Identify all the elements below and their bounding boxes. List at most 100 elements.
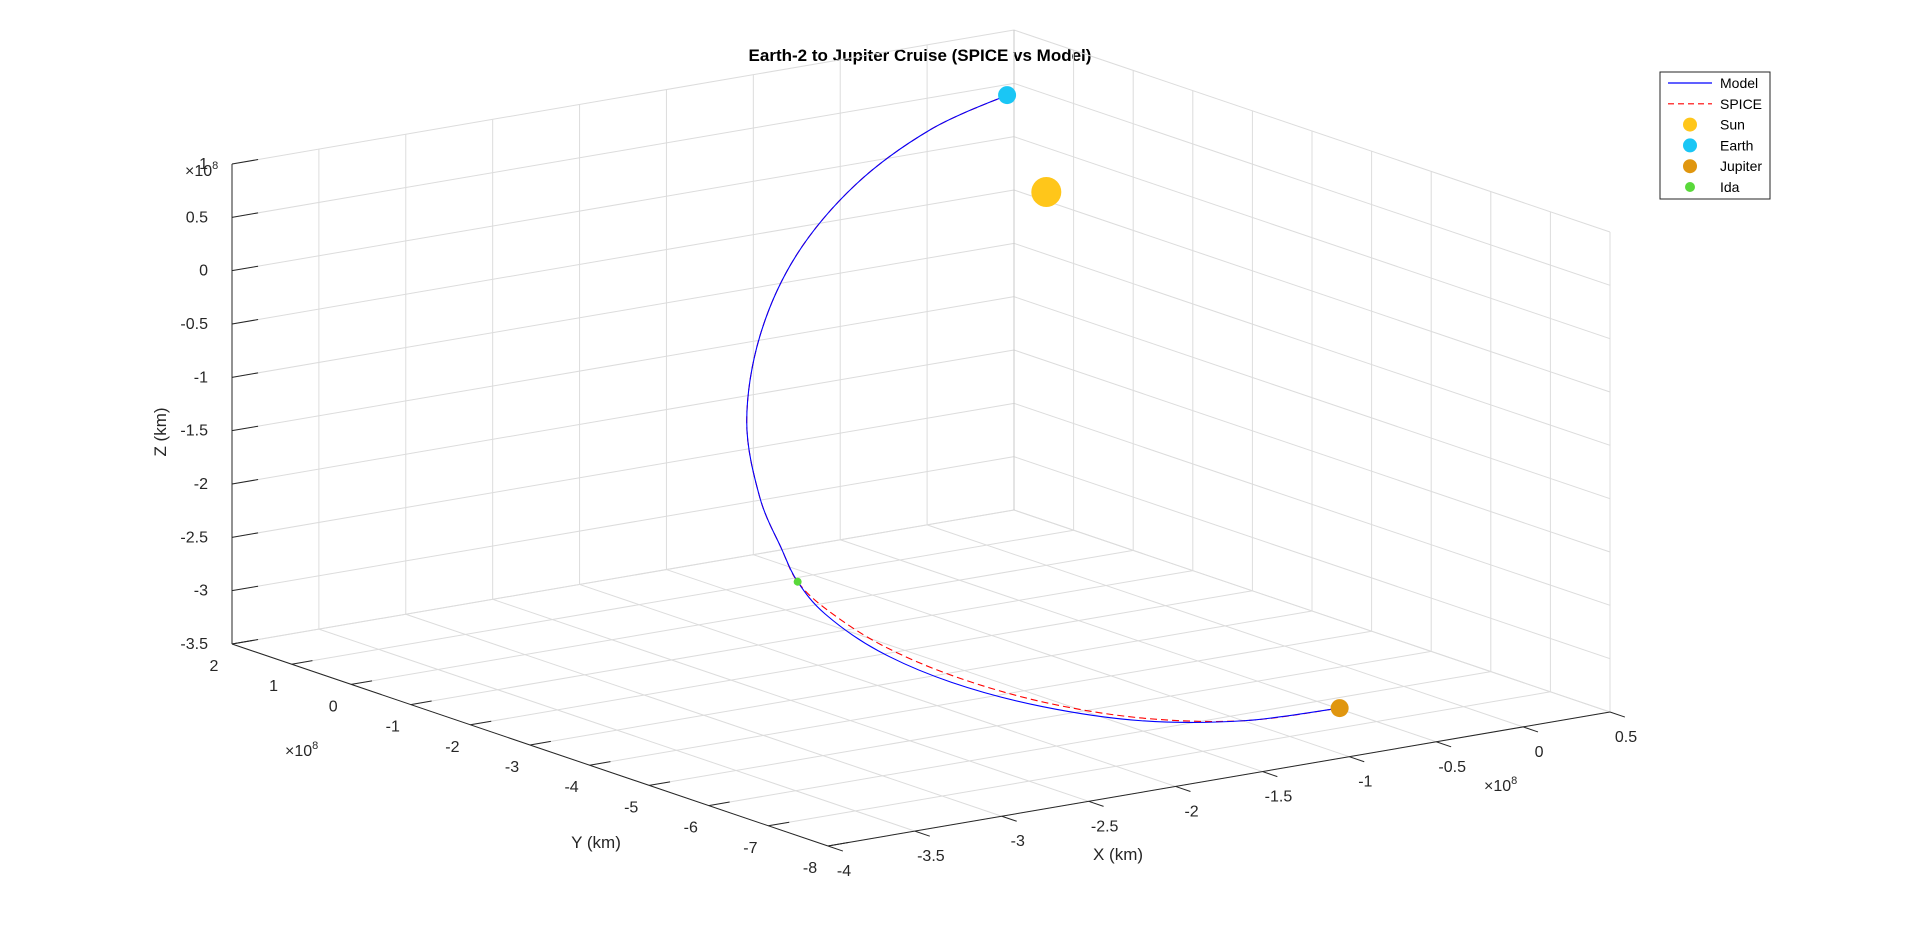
side-wall-grid-line-z — [1013, 29, 1611, 233]
series-layer — [746, 94, 1340, 723]
z-tick-mark — [231, 479, 259, 485]
legend[interactable]: Model SPICE Sun Earth Jupiter Ida — [1659, 71, 1771, 200]
back-wall-grid-line-z — [231, 456, 1015, 592]
legend-label: Jupiter — [1720, 158, 1762, 174]
y-tick-mark — [768, 821, 790, 827]
side-wall-grid-line-z — [1013, 242, 1611, 446]
back-wall-grid-line-z — [231, 136, 1015, 272]
z-tick-label: 0.5 — [186, 209, 208, 226]
x-tick-label: 0.5 — [1615, 729, 1637, 746]
legend-label: Earth — [1720, 137, 1753, 153]
x-tick-label: -0.5 — [1438, 759, 1466, 776]
y-exponent-label: ×108 — [285, 740, 318, 760]
z-tick-label: -1 — [194, 369, 208, 386]
back-wall-grid-line-z — [231, 29, 1015, 165]
y-axis-label: Y (km) — [571, 833, 621, 852]
side-wall-grid-line-z — [1013, 509, 1611, 713]
z-tick-label: -3.5 — [180, 636, 208, 653]
floor-grid-line-y — [649, 650, 1432, 786]
side-wall-grid-line-z — [1013, 456, 1611, 660]
z-axis-label: Z (km) — [151, 407, 170, 456]
z-tick-label: -0.5 — [180, 316, 208, 333]
legend-item-ida[interactable]: Ida — [1685, 179, 1740, 195]
legend-item-jupiter[interactable]: Jupiter — [1683, 158, 1762, 174]
x-tick-mark — [827, 845, 844, 852]
x-tick-mark — [1349, 756, 1365, 763]
z-tick-mark — [231, 425, 259, 432]
chart-title: Earth-2 to Jupiter Cruise (SPICE vs Mode… — [749, 46, 1092, 65]
x-tick-label: -1.5 — [1265, 789, 1293, 806]
z-tick-label: -1.5 — [180, 423, 208, 440]
z-tick-mark — [231, 319, 259, 325]
y-tick-label: -3 — [505, 759, 519, 776]
legend-swatch-ida — [1685, 182, 1695, 192]
floor-grid-line-y — [351, 549, 1134, 685]
bodies-layer — [793, 86, 1349, 718]
y-tick-label: -1 — [386, 719, 400, 736]
back-wall-grid-line-z — [231, 509, 1015, 645]
y-tick-mark — [470, 720, 492, 726]
z-tick-mark — [231, 639, 259, 645]
x-tick-mark — [1175, 785, 1191, 792]
x-tick-mark — [1436, 741, 1452, 748]
legend-box — [1659, 71, 1771, 200]
legend-item-sun[interactable]: Sun — [1683, 117, 1745, 133]
legend-swatch-earth — [1683, 138, 1697, 153]
z-tick-label: 0 — [199, 263, 208, 280]
floor-grid-line-y — [529, 610, 1313, 746]
x-tick-label: -3 — [1011, 833, 1025, 850]
floor-grid-line-y — [589, 630, 1372, 766]
side-wall-grid-line-z — [1013, 402, 1611, 606]
floor-grid-line-y — [291, 529, 1074, 665]
z-tick-mark — [231, 265, 259, 272]
back-wall-grid-line-z — [231, 402, 1015, 538]
back-wall-grid-line-z — [231, 242, 1015, 378]
x-tick-label: -2.5 — [1091, 818, 1119, 835]
y-tick-mark — [649, 781, 671, 786]
legend-item-earth[interactable]: Earth — [1683, 137, 1753, 153]
grid-layer — [231, 29, 1611, 847]
floor-grid-line-y — [470, 590, 1253, 726]
z-tick-label: -2.5 — [180, 529, 208, 546]
x-tick-mark — [1522, 726, 1539, 733]
marker-earth — [998, 86, 1017, 105]
legend-items: Model SPICE Sun Earth Jupiter Ida — [1668, 75, 1762, 195]
z-tick-label: -3 — [194, 583, 208, 600]
z-tick-mark — [231, 212, 259, 218]
axes-layer: -4 -3.5 -3 -2.5 -2 -1.5 -1 -0.5 0 0.5 -8 -7 -6 -5 -4 -3… — [180, 156, 1637, 880]
y-tick-mark — [351, 680, 373, 685]
x-tick-mark — [1262, 771, 1278, 778]
y-tick-label: 2 — [210, 658, 219, 675]
y-tick-label: -7 — [743, 840, 757, 857]
x-tick-label: -4 — [837, 863, 851, 880]
x-tick-label: -3.5 — [917, 848, 945, 865]
x-tick-label: 0 — [1535, 744, 1544, 761]
z-tick-mark — [231, 532, 259, 538]
marker-ida — [793, 577, 802, 586]
marker-sun — [1031, 176, 1062, 207]
x-tick-label: -1 — [1358, 774, 1372, 791]
z-tick-mark — [231, 159, 259, 165]
z-exponent-label: ×108 — [185, 160, 218, 180]
z-tick-mark — [231, 585, 259, 592]
legend-swatch-jupiter — [1683, 159, 1697, 174]
y-tick-mark — [589, 761, 611, 766]
side-wall-grid-line-z — [1013, 136, 1611, 340]
side-wall-grid-line-z — [1013, 189, 1611, 393]
z-tick-mark — [231, 372, 259, 378]
back-wall-grid-line-z — [231, 349, 1015, 485]
legend-item-model[interactable]: Model — [1668, 75, 1758, 91]
floor-grid-line-y — [708, 671, 1491, 807]
x-tick-label: -2 — [1184, 803, 1198, 820]
legend-item-spice[interactable]: SPICE — [1668, 96, 1762, 112]
y-tick-label: -4 — [564, 779, 578, 796]
x-exponent-label: ×108 — [1484, 775, 1517, 795]
floor-grid-line-y — [768, 691, 1551, 827]
y-tick-label: 0 — [329, 698, 338, 715]
x-tick-mark — [1088, 800, 1104, 807]
side-wall-grid-line-z — [1013, 82, 1611, 286]
y-tick-label: -5 — [624, 799, 638, 816]
legend-label: Model — [1720, 75, 1758, 91]
side-wall-grid-line-z — [1013, 349, 1611, 553]
